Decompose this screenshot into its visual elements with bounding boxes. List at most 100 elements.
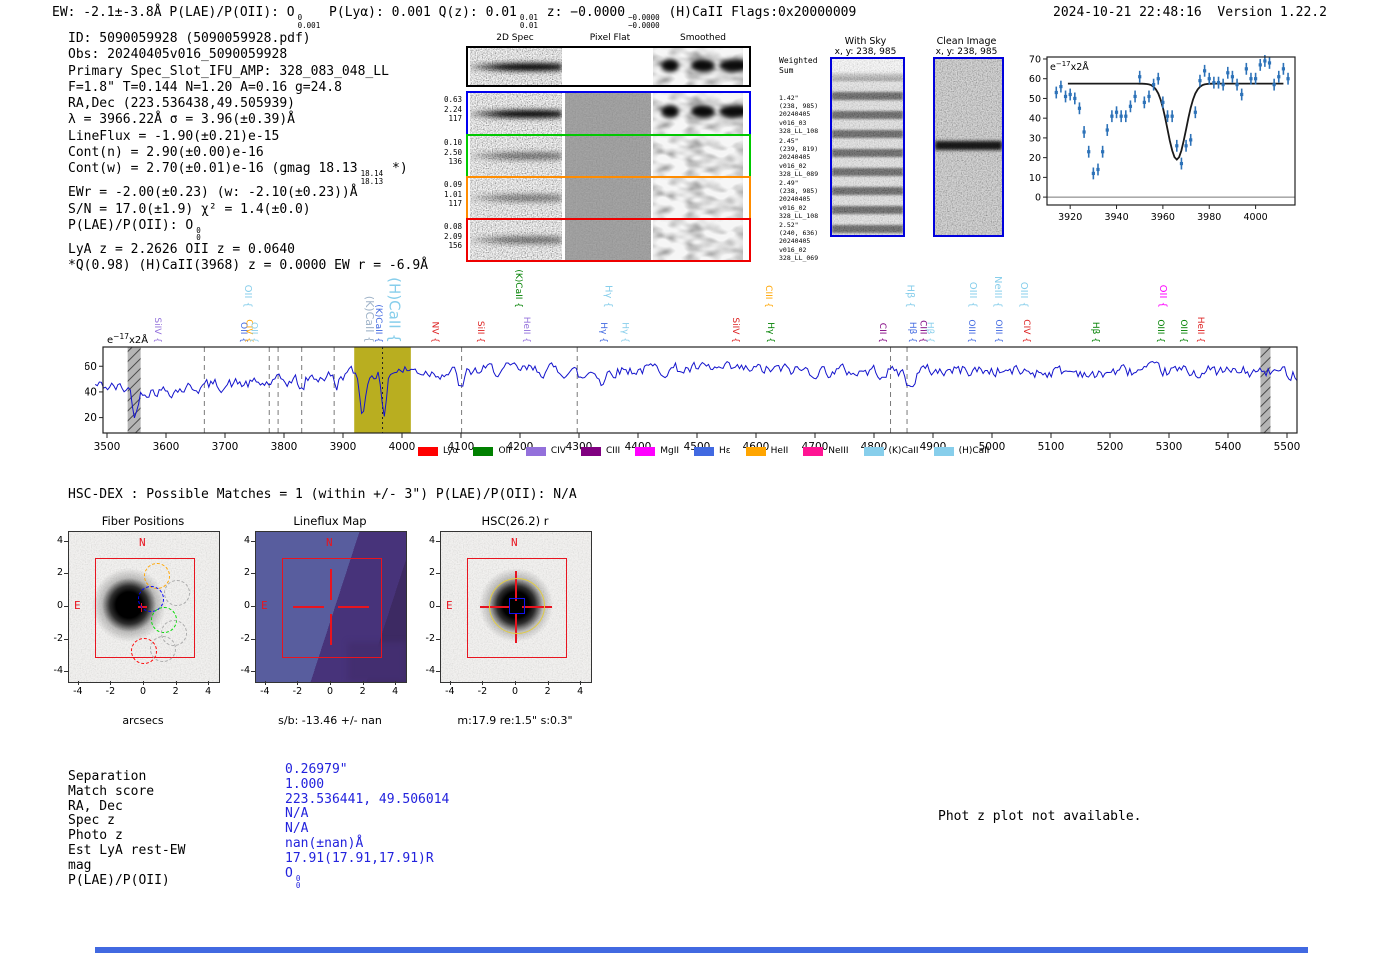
x-tick [143,681,144,685]
text-segment: ID: 5090059928 (5090059928.pdf) [68,31,311,46]
match-row-label: mag [68,857,92,873]
x-tick [77,681,79,685]
candidate-line-label: Hβ { [925,322,935,343]
y-tick [64,573,68,575]
legend-swatch [803,446,824,456]
y-tick [436,671,440,673]
legend-item: Lyα [418,446,458,456]
x-tick [330,681,331,685]
text-segment: Primary Spec_Slot_IFU_AMP: 328_083_048_L… [68,63,389,79]
data-point [1230,75,1235,79]
crosshair-arm [337,606,370,608]
y-tick [64,540,68,542]
compass-east: E [261,599,268,612]
candidate-line-label: CIII { [918,320,928,343]
candidate-line-label: OIII { [967,282,978,308]
annotation-line: v016_02 [779,245,807,254]
y-tick-label: -2 [425,632,435,644]
x-tick-label: 5000 [979,441,1006,453]
legend-swatch [580,446,601,456]
spec2d-row: 0.09 1.01 117 2.49" (238, 985) 20240405 v016_0… [444,176,818,220]
fiber-circle [163,579,190,606]
y-tick-label: 4 [428,534,435,546]
cutout-xlabel: arcsecs [122,714,164,727]
annotation-line: v016_02 [779,161,807,170]
text-segment: LineFlux = -1.90(±0.21)e-15 [68,128,280,144]
match-row-value: 1.000 [285,776,325,792]
spec2d-row: 0.63 2.24 117 1.42" (238, 985) 20240405 v016_0… [444,91,818,136]
upper-limit: 0 [297,13,303,22]
pixelflat-image [565,48,651,85]
panel-coords: x, y: 238, 985 [834,47,897,57]
candidate-line-label: Hγ { [620,322,630,343]
legend-item: CIV [525,446,566,456]
panel-coords: x, y: 238, 985 [935,47,998,57]
candidate-line-label: CIV { [1021,319,1031,343]
data-point [1226,71,1230,75]
catalog-box [509,598,525,615]
x-tick [175,681,177,685]
legend-label: (K)CaII [888,446,919,456]
x-tick-label: 0 [326,686,334,697]
candidate-line-label: Hγ { [598,322,608,343]
crosshair-arm [330,568,332,601]
candidate-line-label: OII { [242,285,253,308]
spec2d-image [470,178,562,218]
fiber-annotation: 1.42" (238, 985) 20240405 v016_03 328_LL_108 [779,94,819,135]
masked-region [1260,347,1271,433]
candidate-line-label: OII { [1157,285,1168,308]
compass-north: N [511,536,518,549]
aperture-circle [489,578,545,635]
smoothed-blob [661,105,679,119]
data-point [1077,106,1082,110]
spec2d-col-header: 2D Spec [496,33,534,43]
data-point [1156,77,1160,81]
line-fit-region [354,347,411,433]
x-tick-label: 5500 [1274,441,1301,453]
data-point [1267,61,1272,65]
candidate-line-label: OIII { [1155,319,1165,343]
candidate-line-label: SiII { [475,321,485,343]
candidate-line-label: CII { [877,323,887,343]
text-segment: P(LAE)/P(OII): O [68,217,194,233]
upper-limit: 0 [295,873,301,883]
x-tick [110,681,112,685]
header-summary: EW: -2.1±-3.8Å P(LAE)/P(OII): O 0 0.001 P(… [52,5,856,29]
text-segment: EWr = -2.00(±0.23) (w: -2.10(±0.23))Å [68,185,358,201]
text-segment: Cont(n) = 2.90(±0.00)e-16 [68,145,264,161]
y-tick-label: 60 [1029,74,1041,85]
compass-east: E [446,599,453,612]
data-point [1189,138,1193,142]
match-table-values: 0.26979" 1.000 223.536441, 49.506014 N/A N/A… [285,762,449,890]
y-tick-label: 4 [56,534,63,546]
sky-panel-title: Clean Image x, y: 238, 985 [918,36,1015,58]
object-trace [935,141,1002,150]
candidate-line-label: (K)CaII { [513,269,523,308]
match-row-value: nan(±nan)Å [285,835,364,851]
y-tick [436,638,440,640]
crosshair-arm [292,606,325,608]
x-tick [547,681,549,685]
fiber-annotation: 2.45" (239, 819) 20240405 v016_02 328_LL_089 [779,137,819,178]
y-tick-label: 70 [1029,54,1041,65]
candidate-line-label: OII { [249,322,259,343]
annotation-line: (240, 636) [779,229,819,238]
legend-label: (H)CaII [958,446,990,456]
y-tick [436,540,440,542]
info-line: Cont(w) = 2.70(±0.01)e-16 (gmag 18.13 18.… [68,161,428,185]
crosshair-arm [330,613,332,646]
data-point [1138,75,1142,79]
panel-title: With Sky [844,36,887,47]
match-row-value: N/A [285,806,309,822]
candidate-line-label: SiIV { [730,317,740,343]
data-point [1235,83,1239,87]
stacked-limits: 0.01 0.01 [520,14,538,29]
candidate-line-label: Hβ { [1090,322,1100,343]
legend-swatch [745,446,766,456]
info-line: LyA z = 2.2626 OII z = 0.0640 [68,242,428,258]
spec2d-col-header: Smoothed [680,33,726,43]
data-point [1063,94,1068,99]
aperture-weights: 0.09 1.01 117 [440,180,462,209]
